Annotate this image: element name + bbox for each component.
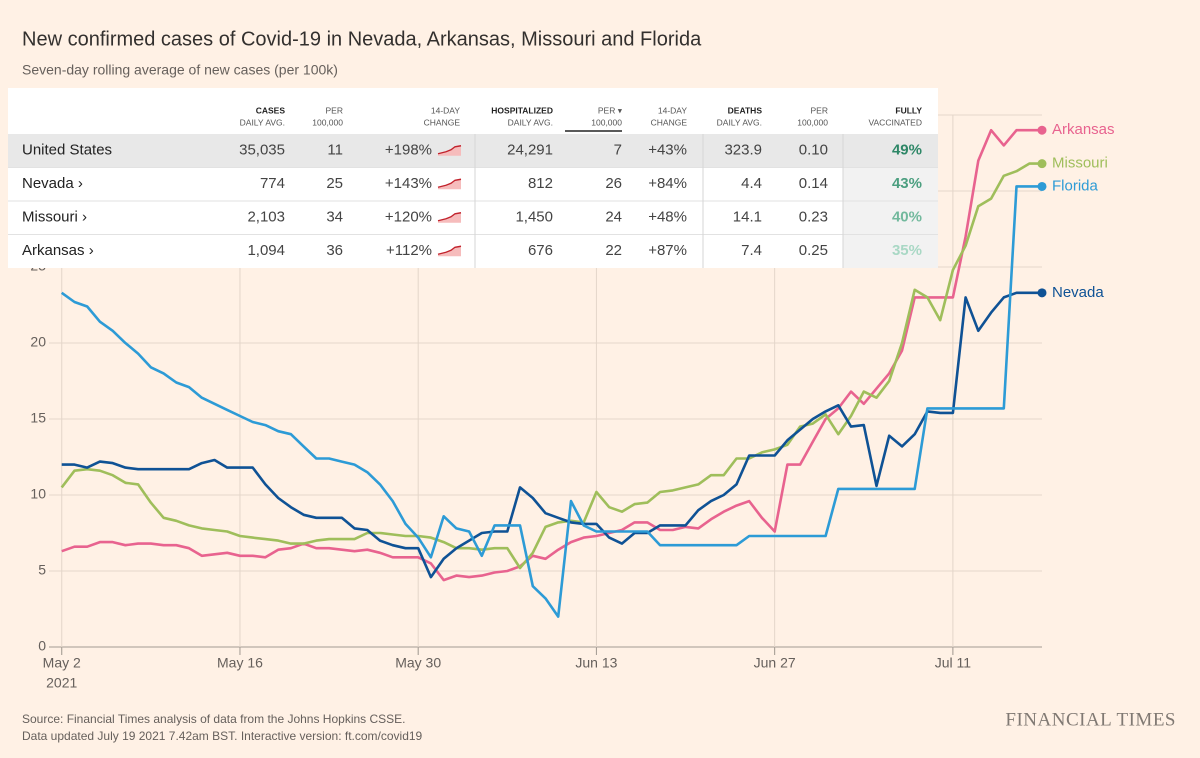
series-line: [61, 291, 1042, 579]
x-tick-label: Jun 13: [575, 655, 617, 671]
x-tick-label: Jul 11: [935, 655, 972, 671]
column-header: DAILY AVG.: [717, 117, 762, 127]
sparkline: [437, 245, 462, 255]
table-cell: 11: [327, 142, 343, 159]
series-end-dot: [1037, 159, 1047, 169]
table-cell: 774: [260, 175, 285, 192]
y-tick-label: 20: [30, 334, 46, 350]
series-label: Nevada: [1052, 284, 1104, 301]
series-end-dot: [1037, 288, 1047, 298]
series-line: [60, 162, 1042, 570]
table-cell: 35%: [892, 242, 922, 259]
table-cell: +143%: [385, 175, 432, 192]
table-cell: 34: [326, 209, 343, 226]
column-header: HOSPITALIZED: [491, 105, 553, 115]
chart-title: New confirmed cases of Covid-19 in Nevad…: [22, 28, 702, 50]
table-cell: +112%: [386, 242, 432, 259]
table-cell: 40%: [892, 209, 922, 226]
table-cell: 43%: [892, 175, 922, 192]
table-cell: 323.9: [724, 142, 762, 159]
table-cell: 24: [605, 209, 622, 226]
column-header: PER: [326, 105, 343, 115]
table-cell: +87%: [648, 242, 687, 259]
table-cell: 35,035: [239, 142, 285, 159]
row-name: Nevada ›: [22, 175, 83, 192]
column-header: 100,000: [797, 117, 828, 127]
column-header: PER ▾: [598, 105, 623, 115]
column-header: CASES: [256, 105, 286, 115]
table-cell: +120%: [385, 209, 432, 226]
series-end-dot: [1037, 181, 1047, 191]
table-cell: 4.4: [741, 175, 762, 192]
table-cell: 26: [605, 175, 622, 192]
table-cell: 1,094: [247, 242, 285, 259]
series-label: Missouri: [1052, 155, 1108, 172]
table-cell: 7: [614, 142, 622, 159]
table-cell: +198%: [385, 142, 432, 159]
table-cell: 22: [605, 242, 622, 259]
series-label: Arkansas: [1052, 121, 1115, 138]
table-cell: 0.23: [799, 209, 828, 226]
x-tick-label: May 2: [43, 655, 81, 671]
y-tick-label: 0: [38, 638, 46, 654]
table-cell: 49%: [892, 142, 922, 159]
column-header: 100,000: [312, 117, 343, 127]
series-line: [60, 185, 1042, 618]
table-cell: 812: [528, 175, 553, 192]
series-label: Florida: [1052, 177, 1099, 194]
column-header: 100,000: [591, 117, 622, 127]
table-cell: 1,450: [515, 209, 553, 226]
column-header: DAILY AVG.: [508, 117, 553, 127]
row-name: United States: [22, 142, 112, 159]
data-table: CASES DAILY AVG. PER 100,000 14-DAY CHANGE HOS…: [8, 88, 938, 268]
table-cell: 14.1: [733, 209, 762, 226]
y-tick-label: 15: [30, 410, 46, 426]
column-header: 14-DAY: [658, 105, 687, 115]
y-tick-label: 5: [38, 562, 46, 578]
table-cell: 676: [528, 242, 553, 259]
column-header: CHANGE: [651, 117, 688, 127]
series-line: [61, 128, 1042, 582]
column-header: CHANGE: [424, 117, 461, 127]
row-highlight: [8, 134, 938, 168]
sparkline: [437, 212, 462, 222]
table-cell: +84%: [648, 175, 687, 192]
y-tick-label: 10: [30, 486, 46, 502]
sparkline: [437, 178, 462, 188]
table-cell: 7.4: [741, 242, 762, 259]
x-year-label: 2021: [46, 675, 77, 691]
series-end-dot: [1037, 125, 1047, 135]
column-header: 14-DAY: [431, 105, 460, 115]
table-cell: +43%: [648, 142, 687, 159]
x-tick-label: May 30: [395, 655, 441, 671]
table-cell: 36: [326, 242, 343, 259]
table-cell: 25: [326, 175, 343, 192]
table-cell: 24,291: [507, 142, 553, 159]
source-note: Source: Financial Times analysis of data…: [22, 712, 406, 726]
source-note: Data updated July 19 2021 7.42am BST. In…: [22, 729, 423, 743]
row-name: Missouri ›: [22, 209, 87, 226]
row-name: Arkansas ›: [22, 242, 94, 259]
column-header: VACCINATED: [868, 117, 922, 127]
column-header: PER: [811, 105, 828, 115]
table-cell: +48%: [648, 209, 687, 226]
table-background: [8, 88, 938, 268]
column-header: DEATHS: [728, 105, 763, 115]
table-cell: 2,103: [247, 209, 285, 226]
sparkline: [437, 145, 462, 155]
column-header: DAILY AVG.: [240, 117, 285, 127]
table-cell: 0.25: [799, 242, 828, 259]
brand-logo: FINANCIAL TIMES: [1005, 709, 1176, 730]
x-tick-label: May 16: [217, 655, 263, 671]
table-cell: 0.10: [799, 142, 828, 159]
table-cell: 0.14: [799, 175, 828, 192]
column-header: FULLY: [895, 105, 922, 115]
chart-subtitle: Seven-day rolling average of new cases (…: [22, 62, 338, 78]
x-tick-label: Jun 27: [754, 655, 796, 671]
